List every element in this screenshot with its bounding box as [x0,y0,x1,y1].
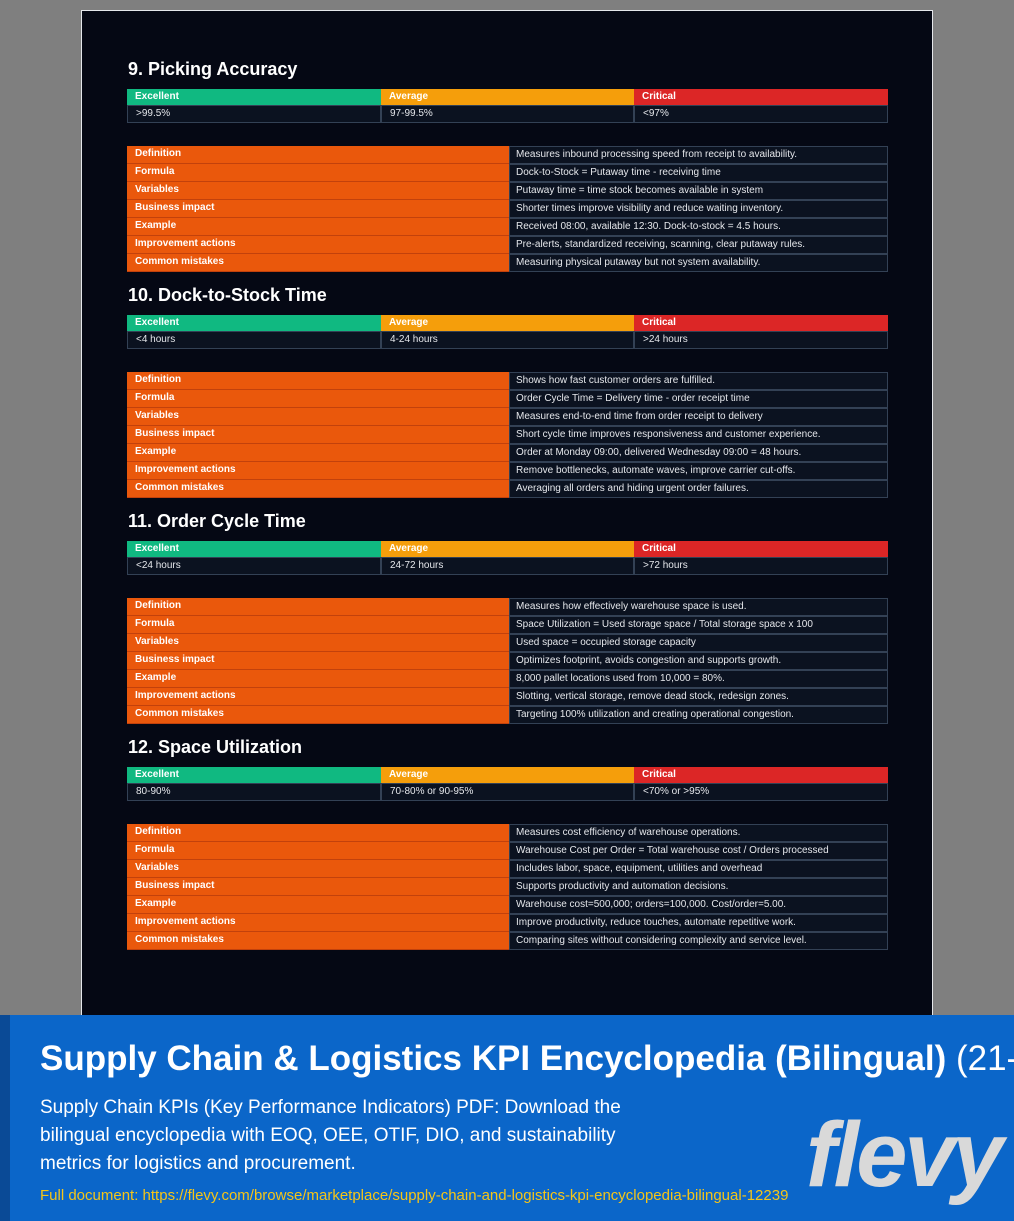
detail-label: Variables [127,182,509,200]
detail-label: Definition [127,598,509,616]
detail-text: Improve productivity, reduce touches, au… [509,914,888,932]
detail-text: Measuring physical putaway but not syste… [509,254,888,272]
section-title: 12. Space Utilization [128,737,303,757]
detail-label: Formula [127,842,509,860]
detail-label: Improvement actions [127,236,509,254]
section-title: 11. Order Cycle Time [128,511,306,531]
footer-banner: Supply Chain & Logistics KPI Encyclopedi… [0,1015,1014,1221]
description-line: metrics for logistics and procurement. [40,1153,356,1174]
detail-text: Targeting 100% utilization and creating … [509,706,888,724]
detail-label: Example [127,896,509,914]
detail-text: Order Cycle Time = Delivery time - order… [509,390,888,408]
rating-value: 24-72 hours [381,557,634,575]
detail-label: Business impact [127,652,509,670]
detail-text: Shorter times improve visibility and red… [509,200,888,218]
rating-header: Average [381,767,634,783]
detail-label: Example [127,218,509,236]
rating-header: Average [381,89,634,105]
detail-label: Definition [127,824,509,842]
section-title: 10. Dock-to-Stock Time [128,285,327,305]
rating-value: <97% [634,105,888,123]
detail-text: Pre-alerts, standardized receiving, scan… [509,236,888,254]
detail-text: Dock-to-Stock = Putaway time - receiving… [509,164,888,182]
detail-text: 8,000 pallet locations used from 10,000 … [509,670,888,688]
rating-header: Critical [634,767,888,783]
rating-value: 97-99.5% [381,105,634,123]
rating-value: >72 hours [634,557,888,575]
detail-label: Variables [127,860,509,878]
detail-label: Definition [127,146,509,164]
rating-header: Critical [634,315,888,331]
detail-text: Measures how effectively warehouse space… [509,598,888,616]
detail-text: Measures inbound processing speed from r… [509,146,888,164]
detail-text: Used space = occupied storage capacity [509,634,888,652]
rating-header: Excellent [127,89,381,105]
detail-text: Includes labor, space, equipment, utilit… [509,860,888,878]
detail-label: Common mistakes [127,254,509,272]
detail-text: Supports productivity and automation dec… [509,878,888,896]
detail-label: Formula [127,164,509,182]
rating-value: 70-80% or 90-95% [381,783,634,801]
detail-text: Space Utilization = Used storage space /… [509,616,888,634]
detail-text: Averaging all orders and hiding urgent o… [509,480,888,498]
detail-label: Variables [127,634,509,652]
rating-header: Excellent [127,315,381,331]
title-suffix: (21-p [955,1039,1014,1078]
logo: flevy [806,1104,1004,1206]
detail-label: Common mistakes [127,480,509,498]
stripe [0,1015,10,1221]
rating-value: <24 hours [127,557,381,575]
rating-header: Excellent [127,541,381,557]
rating-value: <4 hours [127,331,381,349]
document-link[interactable]: Full document: https://flevy.com/browse/… [40,1187,789,1204]
detail-text: Order at Monday 09:00, delivered Wednesd… [509,444,888,462]
document-page: 9. Picking Accuracy Excellent >99.5% Averag… [81,10,933,1022]
detail-text: Optimizes footprint, avoids congestion a… [509,652,888,670]
detail-label: Business impact [127,426,509,444]
detail-label: Variables [127,408,509,426]
rating-value: >24 hours [634,331,888,349]
detail-label: Example [127,670,509,688]
detail-text: Warehouse cost=500,000; orders=100,000. … [509,896,888,914]
detail-label: Example [127,444,509,462]
rating-value: 4-24 hours [381,331,634,349]
detail-label: Common mistakes [127,706,509,724]
footer-title: Supply Chain & Logistics KPI Encyclopedi… [40,1039,1014,1079]
rating-value: 80-90% [127,783,381,801]
detail-text: Shows how fast customer orders are fulfi… [509,372,888,390]
detail-text: Comparing sites without considering comp… [509,932,888,950]
detail-label: Definition [127,372,509,390]
detail-label: Improvement actions [127,688,509,706]
detail-text: Warehouse Cost per Order = Total warehou… [509,842,888,860]
detail-text: Received 08:00, available 12:30. Dock-to… [509,218,888,236]
detail-label: Formula [127,390,509,408]
rating-header: Critical [634,541,888,557]
detail-label: Business impact [127,878,509,896]
detail-label: Improvement actions [127,462,509,480]
detail-label: Common mistakes [127,932,509,950]
section-title: 9. Picking Accuracy [128,59,298,79]
detail-label: Formula [127,616,509,634]
rating-header: Average [381,315,634,331]
detail-label: Improvement actions [127,914,509,932]
description-line: Supply Chain KPIs (Key Performance Indic… [40,1097,621,1118]
detail-text: Putaway time = time stock becomes availa… [509,182,888,200]
rating-value: <70% or >95% [634,783,888,801]
detail-label: Business impact [127,200,509,218]
detail-text: Measures cost efficiency of warehouse op… [509,824,888,842]
detail-text: Slotting, vertical storage, remove dead … [509,688,888,706]
description-line: bilingual encyclopedia with EOQ, OEE, OT… [40,1125,616,1146]
rating-header: Excellent [127,767,381,783]
detail-text: Measures end-to-end time from order rece… [509,408,888,426]
detail-text: Short cycle time improves responsiveness… [509,426,888,444]
rating-header: Average [381,541,634,557]
rating-value: >99.5% [127,105,381,123]
rating-header: Critical [634,89,888,105]
title-main: Supply Chain & Logistics KPI Encyclopedi… [40,1039,947,1078]
detail-text: Remove bottlenecks, automate waves, impr… [509,462,888,480]
